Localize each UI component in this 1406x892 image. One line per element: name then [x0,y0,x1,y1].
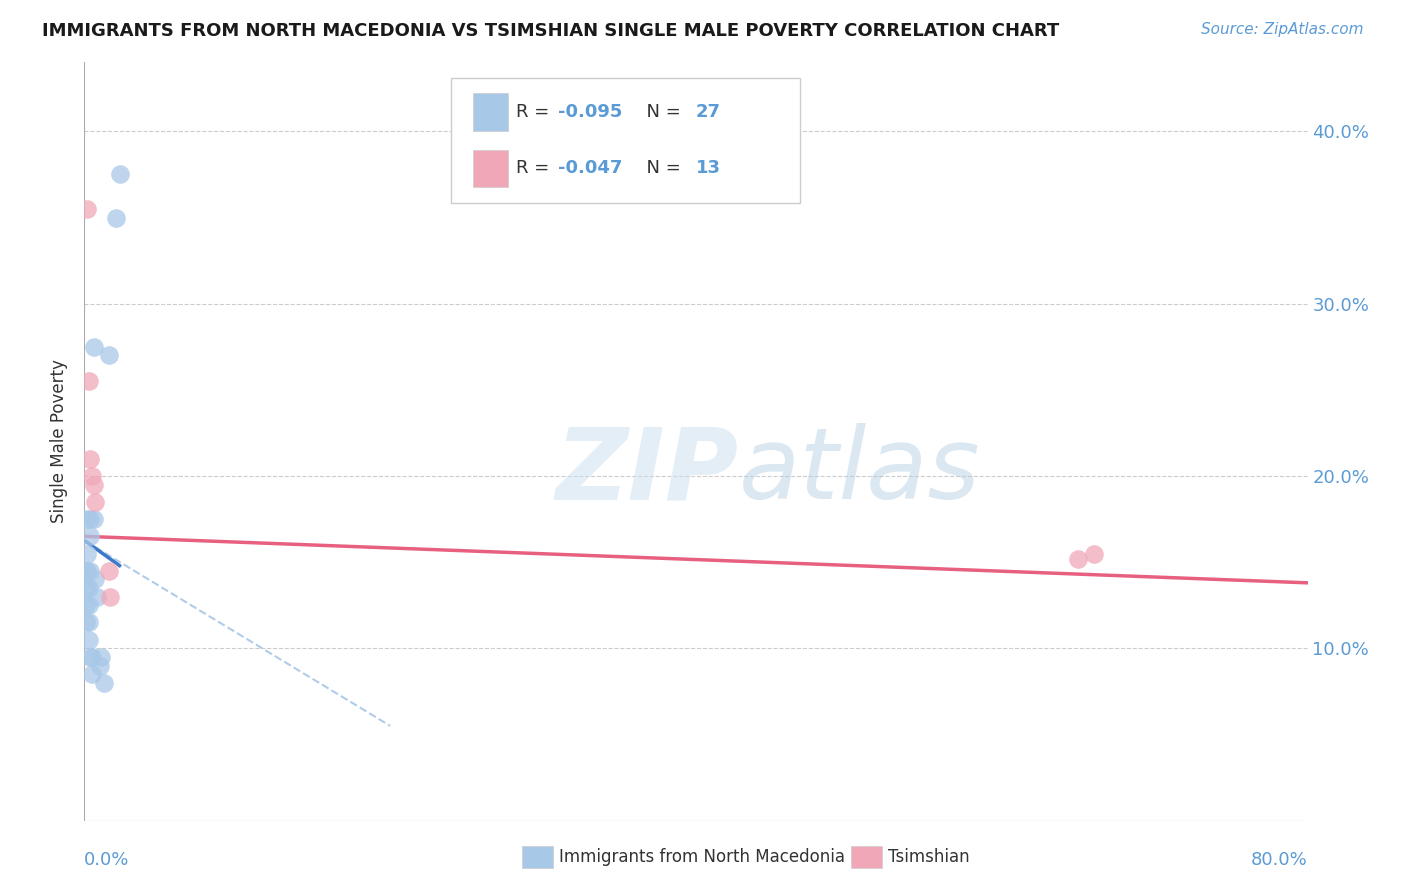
Point [90,649,112,664]
Point [77,615,100,630]
Point [77,632,100,647]
Point [75,564,97,578]
Point [83,477,105,491]
Point [76,202,98,216]
Point [108,168,131,182]
Text: ZIP: ZIP [555,424,738,520]
Point [97,564,120,578]
Text: 80.0%: 80.0% [1251,851,1308,869]
Text: -0.095: -0.095 [558,103,621,121]
Point [86,590,108,604]
Bar [851,847,882,868]
Point [75,581,97,595]
Text: Immigrants from North Macedonia: Immigrants from North Macedonia [560,848,845,866]
Point [75,599,97,613]
Point [80,469,103,483]
Point [79,451,101,466]
Bar [474,150,508,187]
Point [76,547,98,561]
Bar [522,847,553,868]
Text: atlas: atlas [738,424,980,520]
Text: N =: N = [636,103,686,121]
Point [89,658,111,673]
FancyBboxPatch shape [451,78,800,202]
Point [83,340,105,354]
Point [79,649,101,664]
Point [80,649,103,664]
Point [75,615,97,630]
Point [77,374,100,388]
Text: 13: 13 [696,160,721,178]
Point [98,590,121,604]
Point [1083,547,1105,561]
Point [84,495,107,509]
Point [105,211,128,225]
Point [79,564,101,578]
Text: -0.047: -0.047 [558,160,621,178]
Text: 0.0%: 0.0% [84,851,129,869]
Point [76,512,98,526]
Y-axis label: Single Male Poverty: Single Male Poverty [51,359,69,524]
Point [84,573,107,587]
Point [83,512,105,526]
Text: IMMIGRANTS FROM NORTH MACEDONIA VS TSIMSHIAN SINGLE MALE POVERTY CORRELATION CHA: IMMIGRANTS FROM NORTH MACEDONIA VS TSIMS… [42,22,1060,40]
Point [97,348,120,362]
Point [76,564,98,578]
Text: Tsimshian: Tsimshian [889,848,970,866]
Text: Source: ZipAtlas.com: Source: ZipAtlas.com [1201,22,1364,37]
Point [77,599,100,613]
Point [79,529,101,543]
Text: 27: 27 [696,103,721,121]
Point [77,581,100,595]
Text: R =: R = [516,103,555,121]
Point [93,675,115,690]
Text: R =: R = [516,160,555,178]
Point [1067,551,1090,566]
Point [79,512,101,526]
Text: N =: N = [636,160,686,178]
Bar [474,93,508,131]
Point [80,667,103,681]
